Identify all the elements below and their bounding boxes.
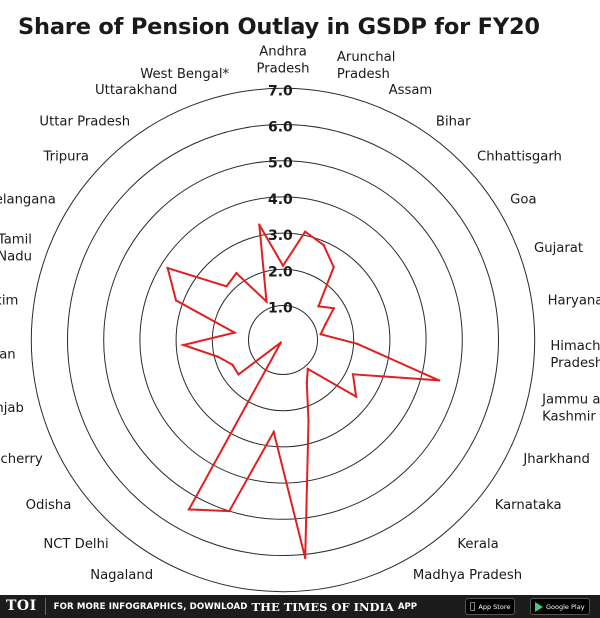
data-point bbox=[228, 509, 231, 513]
data-point bbox=[265, 300, 268, 303]
google-play-label: Google Play bbox=[546, 602, 585, 611]
data-point bbox=[351, 373, 355, 376]
data-point bbox=[231, 363, 234, 366]
toi-logo[interactable]: TOI bbox=[0, 598, 46, 615]
category-label: Uttarakhand bbox=[95, 83, 177, 98]
tick-label: 3.0 bbox=[268, 228, 293, 244]
data-point bbox=[322, 243, 325, 247]
google-play-icon bbox=[535, 601, 543, 612]
data-point bbox=[307, 420, 310, 423]
category-label: Jharkhand bbox=[522, 452, 590, 467]
apple-icon:  bbox=[470, 602, 475, 612]
data-point bbox=[233, 331, 236, 334]
data-point bbox=[279, 341, 282, 344]
data-point bbox=[237, 373, 240, 376]
data-point bbox=[304, 230, 307, 233]
category-label: Madhya Pradesh bbox=[413, 568, 522, 583]
data-point bbox=[258, 223, 261, 226]
grid-ring bbox=[67, 124, 499, 556]
data-point bbox=[354, 395, 358, 398]
grid-ring bbox=[103, 160, 463, 520]
category-label: Haryana bbox=[548, 293, 600, 308]
data-point bbox=[332, 265, 335, 269]
data-point bbox=[317, 305, 320, 308]
chart-title: Share of Pension Outlay in GSDP for FY20 bbox=[18, 14, 540, 40]
data-point bbox=[306, 367, 309, 371]
category-label: Uttar Pradesh bbox=[39, 114, 130, 129]
category-label: Tripura bbox=[43, 150, 89, 165]
category-label: Gujarat bbox=[534, 241, 583, 256]
footer-bar: TOI FOR MORE INFOGRAPHICS, DOWNLOAD THE … bbox=[0, 595, 600, 618]
category-label: Goa bbox=[510, 192, 536, 207]
grid-rings bbox=[30, 87, 536, 593]
data-point bbox=[187, 508, 191, 511]
data-point bbox=[281, 264, 285, 267]
grid-ring bbox=[211, 268, 355, 412]
data-points bbox=[166, 223, 441, 560]
category-label: Jammu andKashmir bbox=[541, 393, 600, 425]
category-label: Punjab bbox=[0, 401, 24, 416]
category-label: Telangana bbox=[0, 192, 56, 207]
data-point bbox=[225, 285, 228, 288]
footer-tagline: FOR MORE INFOGRAPHICS, DOWNLOAD bbox=[53, 601, 248, 612]
category-label: Sikkim bbox=[0, 293, 18, 308]
category-label: Kerala bbox=[457, 537, 498, 552]
category-label: Chhattisgarh bbox=[477, 150, 562, 165]
tick-labels: 1.0 2.0 3.0 4.0 5.0 6.0 7.0 bbox=[268, 83, 293, 316]
footer-brand: THE TIMES OF INDIA bbox=[251, 599, 394, 614]
data-point bbox=[356, 342, 359, 345]
category-label: NCT Delhi bbox=[43, 537, 108, 552]
tick-label: 1.0 bbox=[268, 301, 293, 317]
tick-label: 2.0 bbox=[268, 264, 293, 280]
tick-label: 6.0 bbox=[268, 120, 293, 136]
category-label: West Bengal* bbox=[140, 67, 229, 82]
data-point bbox=[216, 355, 220, 358]
data-point bbox=[319, 333, 322, 336]
category-label: HimachalPradesh bbox=[550, 339, 600, 371]
series-line bbox=[166, 224, 440, 559]
app-store-label: App Store bbox=[473, 602, 510, 611]
data-point bbox=[272, 430, 275, 434]
app-store-button[interactable]:  App Store bbox=[465, 598, 516, 615]
category-label: Assam bbox=[389, 83, 433, 98]
category-label: Odisha bbox=[26, 498, 72, 513]
data-point bbox=[305, 381, 308, 384]
tick-label: 5.0 bbox=[268, 156, 293, 172]
radar-chart: 1.0 2.0 3.0 4.0 5.0 6.0 7.0 Andhra Pradesh Arunc… bbox=[0, 44, 600, 593]
grid-ring bbox=[139, 196, 427, 484]
data-point bbox=[437, 379, 441, 382]
tick-label: 4.0 bbox=[268, 192, 293, 208]
category-label: Rajastahan bbox=[0, 348, 16, 363]
google-play-button[interactable]: Google Play bbox=[530, 598, 590, 615]
category-label: Andhra Pradesh bbox=[257, 44, 310, 76]
data-point bbox=[324, 323, 327, 326]
category-label: Puducherry bbox=[0, 452, 43, 467]
footer-app-word: APP bbox=[397, 601, 418, 612]
data-point bbox=[235, 271, 238, 275]
category-label: Arunchal Pradesh bbox=[337, 50, 396, 82]
category-label: Bihar bbox=[436, 114, 471, 129]
grid-ring bbox=[30, 87, 536, 593]
category-label: Karnataka bbox=[495, 498, 562, 513]
data-point bbox=[332, 307, 335, 310]
category-label: Nagaland bbox=[90, 568, 153, 583]
grid-ring bbox=[248, 305, 318, 375]
data-point bbox=[182, 343, 185, 347]
category-label: Tamil Nadu bbox=[0, 233, 32, 265]
grid-ring bbox=[175, 232, 391, 448]
data-point bbox=[304, 556, 307, 560]
data-point bbox=[166, 266, 169, 270]
data-point bbox=[174, 299, 178, 302]
tick-label: 7.0 bbox=[268, 83, 293, 99]
